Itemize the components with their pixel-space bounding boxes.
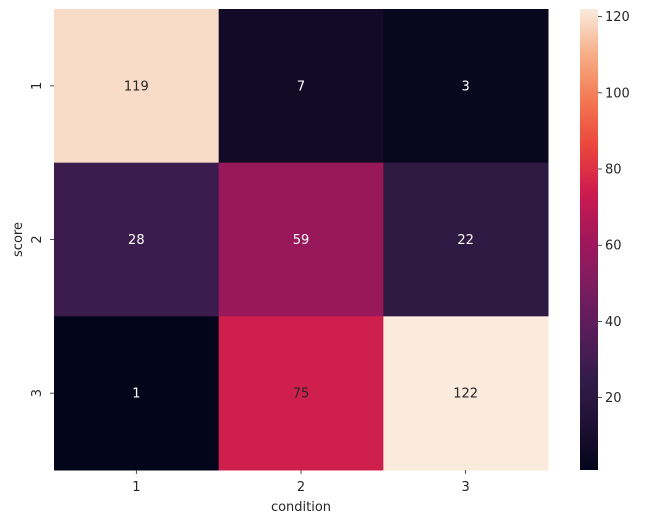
x-tick-label: 1 [132,480,140,495]
y-axis-label: score [11,222,26,257]
y-tick-label: 1 [30,82,45,90]
cell-annotations: 119 7 3 28 59 22 1 75 122 [124,79,478,401]
colorbar-tick-label: 40 [605,315,622,330]
colorbar-tick-label: 20 [605,391,622,406]
cell-value-label: 122 [453,387,478,402]
heatmap-cell-r3-c3 [383,316,549,471]
heatmap-cell-r1-c3 [383,9,549,164]
cell-value-label: 59 [293,233,310,248]
y-axis: 1 2 3 [30,82,54,397]
colorbar: 20 40 60 80 100 120 [580,9,630,470]
cell-value-label: 28 [128,233,145,248]
colorbar-tick-label: 80 [605,163,622,178]
x-tick-label: 3 [462,480,470,495]
heatmap-cells [54,9,549,471]
heatmap-cell-r2-c2 [218,162,384,317]
heatmap-cell-r1-c2 [218,9,384,164]
heatmap-cell-r2-c3 [383,162,549,317]
cell-value-label: 1 [132,387,140,402]
heatmap-cell-r3-c2 [218,316,384,471]
x-tick-label: 2 [297,480,305,495]
cell-value-label: 119 [124,79,149,94]
cell-value-label: 7 [297,79,305,94]
colorbar-gradient [580,9,598,470]
cell-value-label: 75 [293,387,310,402]
heatmap-cell-r3-c1 [54,316,220,471]
y-tick-label: 3 [30,389,45,397]
colorbar-tick-label: 100 [605,86,630,101]
cell-value-label: 22 [457,233,474,248]
x-axis: 1 2 3 [132,470,470,495]
colorbar-tick-label: 60 [605,239,622,254]
heatmap-cell-r1-c1 [54,9,220,164]
x-axis-label: condition [271,500,331,515]
colorbar-tick-label: 120 [605,10,630,25]
heatmap-cell-r2-c1 [54,162,220,317]
y-tick-label: 2 [30,235,45,243]
cell-value-label: 3 [462,79,470,94]
